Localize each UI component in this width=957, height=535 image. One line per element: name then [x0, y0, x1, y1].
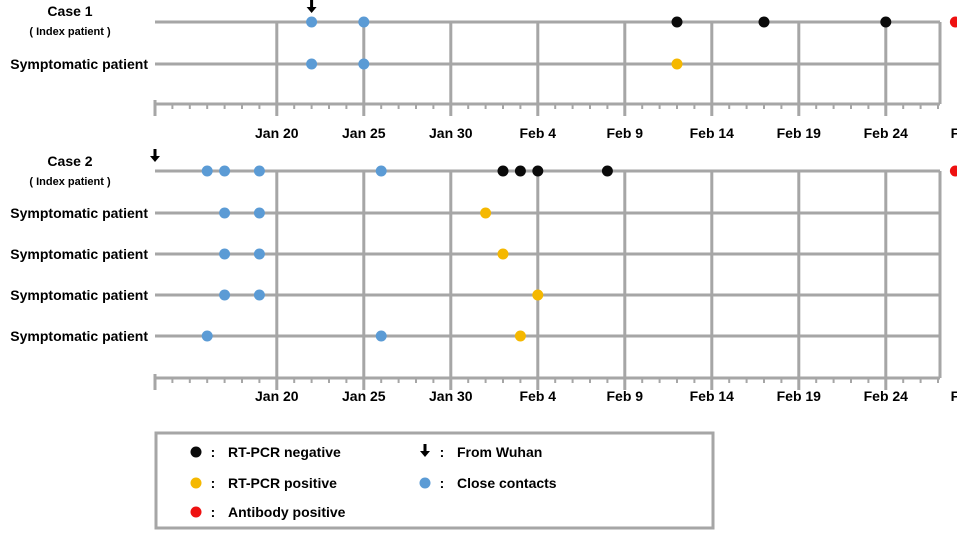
legend-separator: :	[211, 444, 216, 460]
x-tick-label: Jan 25	[342, 125, 386, 141]
point-rt-pcr-positive	[671, 58, 683, 70]
from-wuhan-arrow-icon	[150, 149, 160, 162]
legend-rt-pcr-positive-swatch	[190, 477, 202, 489]
legend-separator: :	[440, 475, 445, 491]
x-tick-label: Jan 20	[255, 388, 299, 404]
point-antibody-positive	[949, 165, 957, 177]
point-rt-pcr-negative	[758, 16, 770, 28]
point-close-contact	[201, 330, 213, 342]
point-rt-pcr-positive	[497, 248, 509, 260]
x-tick-label: Feb 9	[607, 388, 644, 404]
row-label: Symptomatic patient	[10, 205, 148, 221]
point-rt-pcr-negative	[880, 16, 892, 28]
legend-separator: :	[211, 475, 216, 491]
legend-label: RT-PCR negative	[228, 444, 341, 460]
point-close-contact	[253, 207, 265, 219]
point-rt-pcr-negative	[601, 165, 613, 177]
from-wuhan-arrow-icon	[306, 0, 317, 13]
row-label: Symptomatic patient	[10, 328, 148, 344]
point-close-contact	[253, 248, 265, 260]
case-label: Case 1	[47, 3, 92, 19]
x-tick-label: Feb 19	[777, 388, 822, 404]
point-close-contact	[306, 58, 318, 70]
point-close-contact	[219, 248, 231, 260]
point-close-contact	[375, 165, 387, 177]
row-label: Symptomatic patient	[10, 246, 148, 262]
point-close-contact	[219, 207, 231, 219]
case-sublabel: ( Index patient )	[29, 176, 111, 188]
point-rt-pcr-negative	[532, 165, 544, 177]
legend-close-contact-swatch	[419, 477, 431, 489]
legend-rt-pcr-negative-swatch	[190, 446, 202, 458]
point-rt-pcr-negative	[514, 165, 526, 177]
x-tick-label: Feb 14	[690, 388, 735, 404]
x-tick-label: Jan 30	[429, 388, 473, 404]
legend-separator: :	[440, 444, 445, 460]
legend-label: From Wuhan	[457, 444, 542, 460]
x-tick-label: Feb 24	[864, 125, 909, 141]
point-antibody-positive	[949, 16, 957, 28]
x-tick-label: Feb 4	[520, 388, 557, 404]
x-tick-label: Feb 29	[951, 125, 957, 141]
point-close-contact	[306, 16, 318, 28]
x-tick-label: Jan 20	[255, 125, 299, 141]
case-2-panel: Jan 20 Jan 25 Jan 30 Feb 4 Feb 9 Feb 14 Feb 19…	[10, 149, 957, 404]
case-sublabel: ( Index patient )	[29, 26, 111, 38]
legend-antibody-positive-swatch	[190, 506, 202, 518]
x-tick-label: Feb 24	[864, 388, 909, 404]
x-tick-label: Feb 19	[777, 125, 822, 141]
x-tick-label: Feb 9	[607, 125, 644, 141]
row-label: Symptomatic patient	[10, 56, 148, 72]
point-close-contact	[375, 330, 387, 342]
x-tick-label: Feb 4	[520, 125, 557, 141]
point-close-contact	[253, 165, 265, 177]
point-rt-pcr-negative	[671, 16, 683, 28]
case-label: Case 2	[47, 153, 92, 169]
point-close-contact	[358, 58, 370, 70]
legend-label: Antibody positive	[228, 504, 346, 520]
point-rt-pcr-negative	[497, 165, 509, 177]
point-close-contact	[219, 289, 231, 301]
legend: : RT-PCR negative: From Wuhan: RT-PCR posit…	[154, 431, 715, 530]
legend-label: RT-PCR positive	[228, 475, 337, 491]
legend-label: Close contacts	[457, 475, 557, 491]
point-close-contact	[219, 165, 231, 177]
point-close-contact	[253, 289, 265, 301]
point-rt-pcr-positive	[480, 207, 492, 219]
row-label: Symptomatic patient	[10, 287, 148, 303]
legend-box	[154, 431, 715, 530]
legend-separator: :	[211, 504, 216, 520]
point-rt-pcr-positive	[532, 289, 544, 301]
case-1-panel: Jan 20 Jan 25 Jan 30 Feb 4 Feb 9 Feb 14 Feb 19…	[10, 0, 957, 141]
x-tick-label: Jan 30	[429, 125, 473, 141]
point-close-contact	[201, 165, 213, 177]
legend-from-wuhan-arrow-icon	[420, 444, 430, 457]
x-tick-label: Jan 25	[342, 388, 386, 404]
point-close-contact	[358, 16, 370, 28]
point-rt-pcr-positive	[514, 330, 526, 342]
x-tick-label: Feb 14	[690, 125, 735, 141]
x-tick-label: Feb 29	[951, 388, 957, 404]
